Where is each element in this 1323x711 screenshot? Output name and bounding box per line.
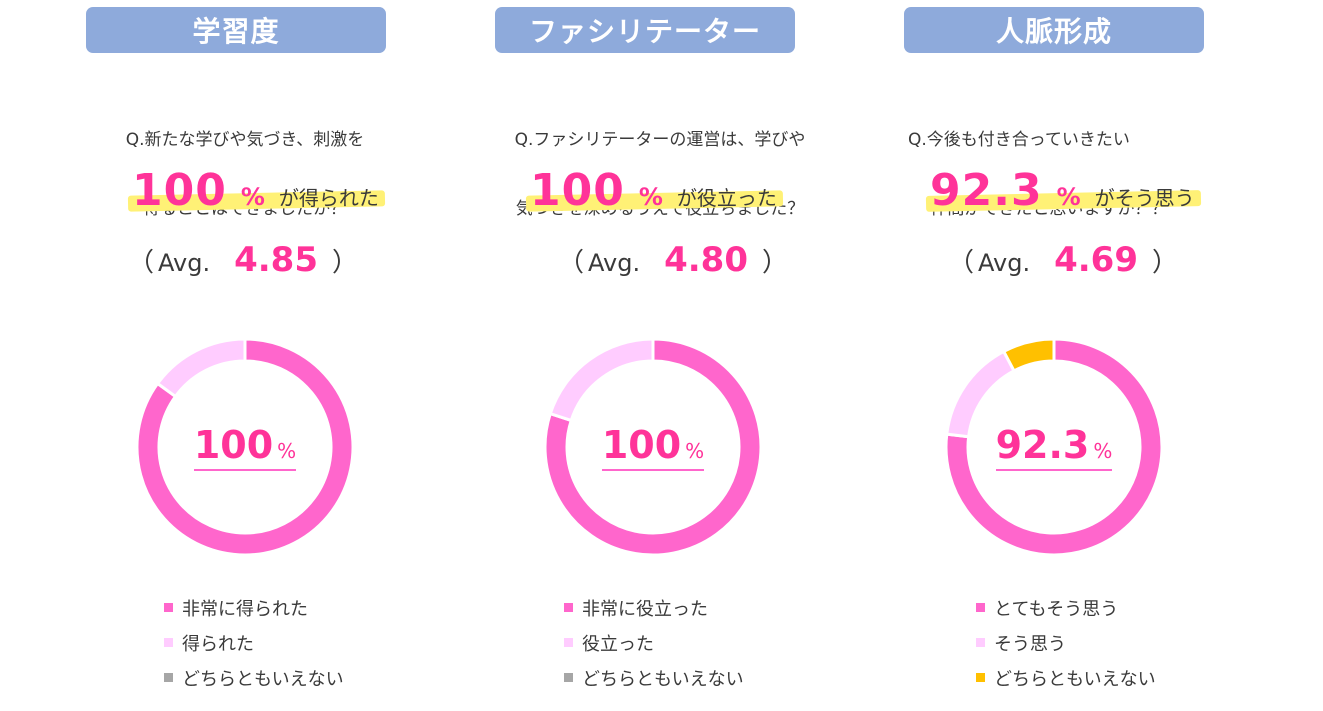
headline-value: 100 — [132, 165, 227, 216]
legend-label: どちらともいえない — [182, 668, 344, 690]
avg-close-paren: ） — [331, 248, 358, 278]
donut-svg — [135, 337, 355, 557]
avg-open-paren: （ — [558, 248, 585, 278]
legend: 非常に役立った 役立った どちらともいえない — [564, 590, 744, 695]
donut-slice-2 — [155, 337, 247, 399]
panel-learning: 学習度 Q.新たな学びや気づき、刺激を 得ることはできましたか？ 100 % が… — [0, 0, 440, 711]
legend-item: 非常に得られた — [164, 590, 344, 625]
center-value: 100 — [601, 423, 682, 467]
avg-close-paren: ） — [1151, 248, 1178, 278]
donut-slice-3 — [1001, 337, 1056, 373]
headline-unit: % — [240, 183, 265, 211]
headline-text: が得られた — [278, 186, 379, 210]
headline-text: が役立った — [676, 186, 777, 210]
legend-item: どちらともいえない — [976, 660, 1156, 695]
legend-swatch — [164, 673, 173, 682]
legend-swatch — [976, 603, 985, 612]
legend: 非常に得られた 得られた どちらともいえない — [164, 590, 344, 695]
panel-title: 人脈形成 — [904, 7, 1204, 53]
center-label: 92.3 % — [995, 423, 1113, 471]
donut-chart: 100 % — [135, 337, 355, 557]
legend-item: どちらともいえない — [164, 660, 344, 695]
avg-value: 4.69 — [1054, 240, 1138, 280]
legend-swatch — [564, 638, 573, 647]
headline-value: 100 — [530, 165, 625, 216]
headline-value: 92.3 — [930, 165, 1043, 216]
legend-item: とてもそう思う — [976, 590, 1156, 625]
donut-chart: 100 % — [543, 337, 763, 557]
question-line: Q.今後も付き合っていきたい — [908, 130, 1130, 150]
panel-network: 人脈形成 Q.今後も付き合っていきたい 仲間ができたと思いますか？？ 92.3 … — [816, 0, 1256, 711]
avg-value: 4.85 — [234, 240, 318, 280]
legend-item: どちらともいえない — [564, 660, 744, 695]
avg-open-paren: （ — [948, 248, 975, 278]
question-line: Q.ファシリテーターの運営は、学びや — [514, 130, 806, 150]
avg-open-paren: （ — [128, 248, 155, 278]
legend-label: 非常に役立った — [582, 598, 708, 620]
donut-slice-1 — [543, 337, 763, 557]
legend-label: 得られた — [182, 633, 254, 655]
average: （ Avg. 4.69 ） — [948, 240, 1178, 280]
donut-slice-1 — [135, 337, 355, 557]
avg-label: Avg. — [588, 249, 641, 277]
question-line: Q.新たな学びや気づき、刺激を — [125, 130, 365, 150]
avg-value: 4.80 — [664, 240, 748, 280]
donut-chart: 92.3 % — [944, 337, 1164, 557]
legend-item: 非常に役立った — [564, 590, 744, 625]
avg-label: Avg. — [978, 249, 1031, 277]
donut-svg — [543, 337, 763, 557]
legend-label: どちらともいえない — [994, 668, 1156, 690]
center-unit: % — [1093, 439, 1113, 463]
panel-title: ファシリテーター — [495, 7, 795, 53]
legend-swatch — [976, 638, 985, 647]
center-value: 100 — [193, 423, 274, 467]
legend-label: とてもそう思う — [994, 598, 1119, 620]
legend-item: 役立った — [564, 625, 744, 660]
average: （ Avg. 4.80 ） — [558, 240, 788, 280]
donut-slice-1 — [944, 337, 1164, 557]
legend-item: そう思う — [976, 625, 1156, 660]
headline: 100 % が役立った — [525, 165, 784, 225]
legend: とてもそう思う そう思う どちらともいえない — [976, 590, 1156, 695]
donut-svg — [944, 337, 1164, 557]
legend-swatch — [976, 673, 985, 682]
legend-label: そう思う — [994, 633, 1066, 655]
panel-facilitator: ファシリテーター Q.ファシリテーターの運営は、学びや 気づきを深めるうえで役立… — [408, 0, 848, 711]
center-label: 100 % — [193, 423, 297, 471]
headline-unit: % — [1056, 183, 1081, 211]
avg-label: Avg. — [158, 249, 211, 277]
panel-title: 学習度 — [86, 7, 386, 53]
legend-swatch — [164, 638, 173, 647]
headline-text: がそう思う — [1094, 186, 1195, 210]
legend-label: どちらともいえない — [582, 668, 744, 690]
center-unit: % — [277, 439, 297, 463]
legend-swatch — [564, 673, 573, 682]
legend-swatch — [164, 603, 173, 612]
average: （ Avg. 4.85 ） — [128, 240, 358, 280]
center-label: 100 % — [601, 423, 705, 471]
center-value: 92.3 — [995, 423, 1090, 467]
center-unit: % — [685, 439, 705, 463]
avg-close-paren: ） — [761, 248, 788, 278]
legend-item: 得られた — [164, 625, 344, 660]
legend-label: 非常に得られた — [182, 598, 308, 620]
headline: 92.3 % がそう思う — [925, 165, 1201, 225]
legend-label: 役立った — [582, 633, 654, 655]
headline-unit: % — [638, 183, 663, 211]
headline: 100 % が得られた — [127, 165, 386, 225]
legend-swatch — [564, 603, 573, 612]
donut-slice-2 — [548, 337, 655, 423]
